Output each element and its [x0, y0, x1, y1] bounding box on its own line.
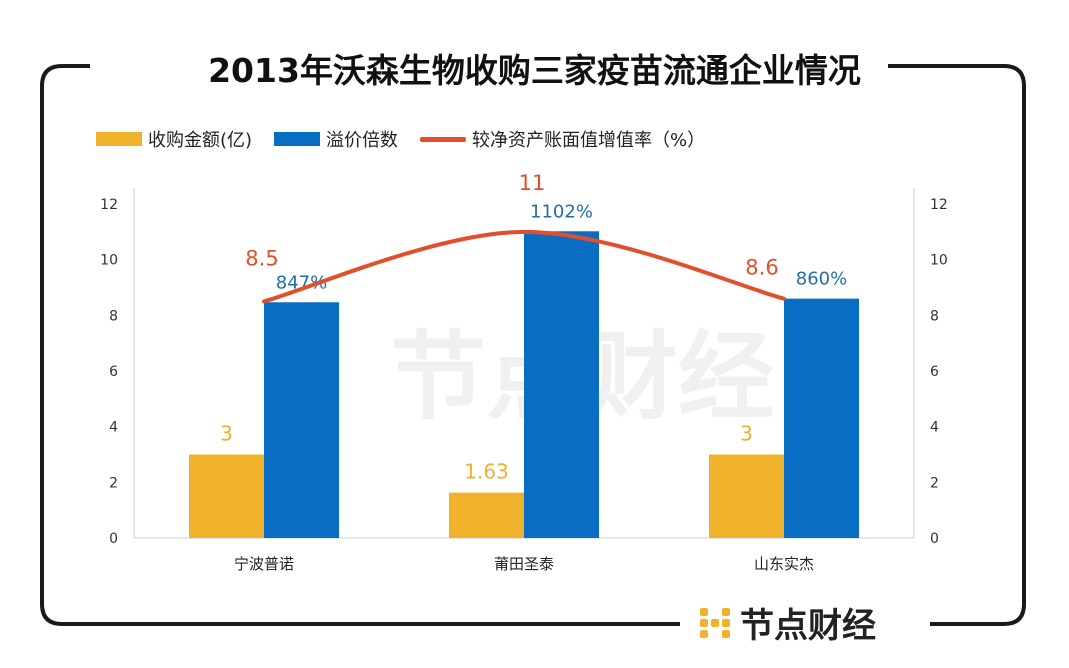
data-label-premium: 847% — [276, 272, 327, 293]
line-growth — [262, 229, 786, 304]
y-tick-label: 0 — [109, 531, 118, 547]
y-tick-label: 6 — [109, 364, 118, 380]
y-tick-label: 8 — [109, 308, 118, 324]
x-tick-label: 莆田圣泰 — [494, 555, 554, 573]
y-tick-label: 4 — [109, 420, 118, 436]
bar-amount — [189, 454, 264, 538]
brand-name: 节点财经 — [740, 606, 876, 646]
y2-tick-label: 6 — [930, 364, 939, 380]
bar-premium — [264, 302, 339, 538]
bar-premium — [784, 298, 859, 538]
y2-tick-label: 0 — [930, 531, 939, 547]
y-tick-label: 2 — [109, 475, 118, 491]
y2-tick-label: 12 — [930, 197, 948, 213]
legend-swatch-growth — [420, 136, 467, 142]
data-label-amount: 1.63 — [464, 460, 509, 484]
y2-tick-label: 8 — [930, 308, 939, 324]
data-label-growth: 8.5 — [245, 246, 278, 270]
brand-mark: 节点财经 — [688, 598, 886, 647]
legend-swatch-premium — [274, 132, 321, 146]
y-tick-label: 12 — [100, 197, 118, 213]
legend-label-amount: 收购金额(亿) — [148, 130, 253, 151]
bar-amount — [709, 454, 784, 538]
legend-label-growth: 较净资产账面值增值率（%） — [472, 130, 706, 151]
data-label-amount: 3 — [220, 422, 233, 446]
x-tick-label: 宁波普诺 — [234, 555, 294, 573]
data-label-amount: 3 — [740, 422, 753, 446]
brand-logo-icon — [700, 607, 730, 638]
data-label-growth: 8.6 — [745, 256, 778, 280]
y-tick-label: 10 — [100, 253, 118, 269]
legend-item-amount: 收购金额(亿) — [96, 126, 252, 152]
y2-tick-label: 4 — [930, 420, 939, 436]
data-label-growth: 11 — [519, 171, 546, 195]
y2-tick-label: 2 — [930, 475, 939, 491]
legend-swatch-amount — [96, 132, 142, 146]
legend-label-premium: 溢价倍数 — [326, 130, 399, 151]
legend-item-growth: 较净资产账面值增值率（%） — [420, 126, 705, 152]
data-label-premium: 1102% — [530, 201, 593, 222]
chart-title: 2013年沃森生物收购三家疫苗流通企业情况 — [0, 44, 1069, 92]
bar-premium — [524, 231, 599, 538]
x-tick-label: 山东实杰 — [754, 555, 814, 573]
legend: 收购金额(亿) 溢价倍数 较净资产账面值增值率（%） — [96, 126, 727, 152]
bar-amount — [449, 492, 524, 538]
data-label-premium: 860% — [796, 269, 847, 290]
y2-tick-label: 10 — [930, 253, 948, 269]
legend-item-premium: 溢价倍数 — [274, 126, 398, 152]
